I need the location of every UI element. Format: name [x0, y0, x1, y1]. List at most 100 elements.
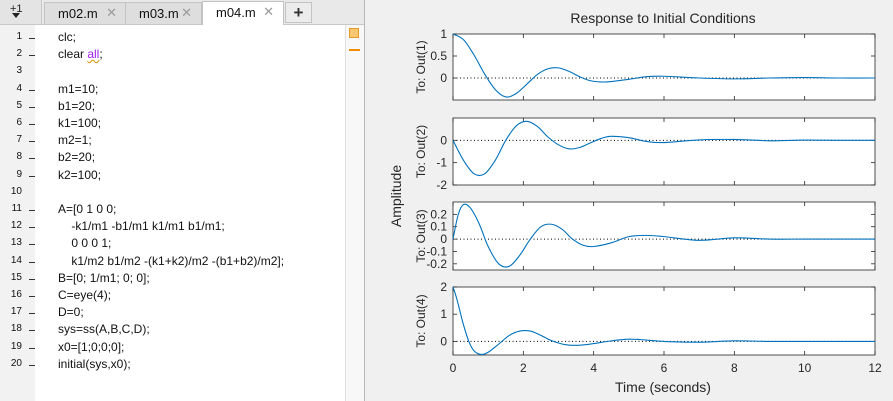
- code-line: b1=20;: [58, 99, 95, 113]
- close-icon[interactable]: ✕: [106, 5, 117, 20]
- warning-marker[interactable]: [349, 49, 360, 51]
- line-number: 18: [10, 323, 22, 335]
- breakpoint-marker[interactable]: [29, 347, 35, 349]
- line-number: 16: [10, 289, 22, 300]
- y-tick-label: -1: [436, 156, 447, 170]
- breakpoint-marker[interactable]: [29, 89, 35, 91]
- line-number: 17: [10, 306, 22, 318]
- breakpoint-marker[interactable]: [29, 141, 35, 143]
- line-number-gutter: 1 2 3 4 5 6 7 8 9 10 11 12 13 14 15 16 17 18 19 20: [0, 25, 35, 401]
- y-tick-label: 0.1: [430, 220, 447, 234]
- breakpoint-marker[interactable]: [29, 158, 35, 160]
- code-line: A=[0 1 0 0;: [58, 202, 116, 216]
- keyword-all: all: [87, 47, 100, 62]
- line-number: 1: [16, 31, 22, 42]
- code-text: A=[0 1 0 0;: [58, 202, 117, 216]
- response-chart: Response to Initial Conditions 0 0.5 1 To: …: [388, 10, 882, 395]
- breakpoint-marker[interactable]: [29, 227, 35, 229]
- line-number: 11: [11, 203, 22, 214]
- code-line: -k1/m1 -b1/m1 k1/m1 b1/m1;: [58, 219, 225, 234]
- close-icon[interactable]: ✕: [181, 5, 192, 20]
- breakpoint-marker[interactable]: [29, 38, 35, 39]
- code-text: x0=[1;0;0;0];: [58, 339, 125, 354]
- code-text: k1/m2 b1/m2 -(k1+k2)/m2 -(b1+b2)/m2];: [58, 253, 285, 268]
- line-number: 14: [10, 254, 22, 266]
- line-number: 3: [16, 65, 22, 77]
- x-tick-label: 8: [731, 361, 738, 375]
- code-text: b1=20;: [58, 98, 96, 113]
- line-number: 15: [10, 271, 22, 283]
- breakpoint-marker[interactable]: [29, 55, 35, 57]
- breakpoint-marker[interactable]: [29, 278, 35, 280]
- close-icon[interactable]: ✕: [263, 4, 274, 19]
- code-text: D=0;: [58, 305, 84, 320]
- code-text: k2=100;: [58, 167, 102, 182]
- code-text: m1=10;: [58, 81, 99, 96]
- code-line: initial(sys,x0);: [58, 357, 131, 371]
- code-text: C=eye(4);: [58, 288, 112, 302]
- x-tick-label: 0: [450, 361, 457, 375]
- line-number: 12: [10, 220, 22, 232]
- subplot-ylabel: To: Out(3): [414, 209, 428, 262]
- tab-label: m02.m: [58, 6, 98, 21]
- code-text: -k1/m1 -b1/m1 k1/m1 b1/m1;: [58, 219, 225, 234]
- breakpoint-marker[interactable]: [29, 175, 35, 177]
- x-tick-label: 6: [661, 361, 668, 375]
- code-analyzer-strip[interactable]: [345, 25, 364, 401]
- y-tick-label: -0.1: [426, 244, 447, 258]
- code-text: 0 0 0 1;: [58, 236, 112, 251]
- breakpoint-marker[interactable]: [29, 330, 35, 332]
- code-text: initial(sys,x0);: [58, 356, 131, 371]
- code-line: clear all;: [58, 47, 103, 61]
- y-tick-label: 0: [440, 71, 447, 85]
- breakpoint-marker[interactable]: [29, 313, 35, 315]
- code-line: k1=100;: [58, 116, 101, 130]
- tab-label: m04.m: [216, 5, 256, 20]
- line-number: 6: [16, 117, 22, 128]
- code-editor[interactable]: +1 m02.m ✕ m03.m ✕ m04.m ✕ + 1 2 3 4 5 6 7 8 9 10…: [0, 0, 364, 401]
- code-text: clear: [58, 47, 88, 62]
- breakpoint-marker[interactable]: [29, 261, 35, 263]
- code-text: clc;: [58, 30, 76, 44]
- code-line: D=0;: [58, 305, 84, 319]
- y-axis-label: Amplitude: [388, 165, 404, 227]
- plot-area[interactable]: [452, 117, 876, 186]
- x-axis-label: Time (seconds): [615, 379, 711, 395]
- code-line: k2=100;: [58, 168, 101, 182]
- breakpoint-marker[interactable]: [29, 296, 35, 297]
- plot-area[interactable]: [452, 286, 876, 356]
- code-text: sys=ss(A,B,C,D);: [58, 322, 150, 337]
- tab-m03[interactable]: m03.m ✕: [125, 2, 202, 24]
- tab-list-button[interactable]: +1: [0, 0, 42, 24]
- y-tick-label: -0.2: [426, 257, 447, 271]
- code-text-after: ;: [99, 47, 103, 62]
- plot-area[interactable]: [452, 201, 876, 271]
- subplot-out2: -2 -1 0 To: Out(2): [414, 117, 876, 192]
- code-line: sys=ss(A,B,C,D);: [58, 322, 150, 336]
- warning-indicator-icon[interactable]: [349, 28, 359, 38]
- add-tab-button[interactable]: +: [285, 2, 312, 23]
- line-number: 19: [10, 340, 22, 352]
- code-line: b2=20;: [58, 150, 95, 164]
- response-line-out2: [452, 120, 876, 177]
- code-line: x0=[1;0;0;0];: [58, 340, 124, 354]
- breakpoint-marker[interactable]: [29, 106, 35, 108]
- y-tick-label: 0: [440, 232, 447, 246]
- y-tick-label: 0: [440, 334, 447, 348]
- breakpoint-marker[interactable]: [29, 364, 35, 366]
- code-text: m2=1;: [58, 133, 92, 148]
- tab-m04[interactable]: m04.m ✕: [202, 1, 284, 25]
- x-tick-label: 10: [798, 361, 812, 375]
- tab-m02[interactable]: m02.m ✕: [44, 2, 127, 24]
- subplot-out1: 0 0.5 1 To: Out(1): [414, 27, 876, 101]
- code-line: 0 0 0 1;: [58, 236, 111, 250]
- line-number: 8: [16, 151, 22, 163]
- subplot-out3: -0.2-0.100.10.2To: Out(3): [414, 201, 876, 271]
- breakpoint-marker[interactable]: [29, 210, 35, 211]
- breakpoint-marker[interactable]: [29, 124, 35, 125]
- plot-area[interactable]: [452, 33, 876, 101]
- code-area[interactable]: clc; clear all; m1=10; b1=20; k1=100; m2=1; b2…: [35, 25, 345, 401]
- code-text: k1=100;: [58, 116, 102, 130]
- breakpoint-marker[interactable]: [29, 244, 35, 246]
- y-tick-label: 0.5: [430, 49, 447, 63]
